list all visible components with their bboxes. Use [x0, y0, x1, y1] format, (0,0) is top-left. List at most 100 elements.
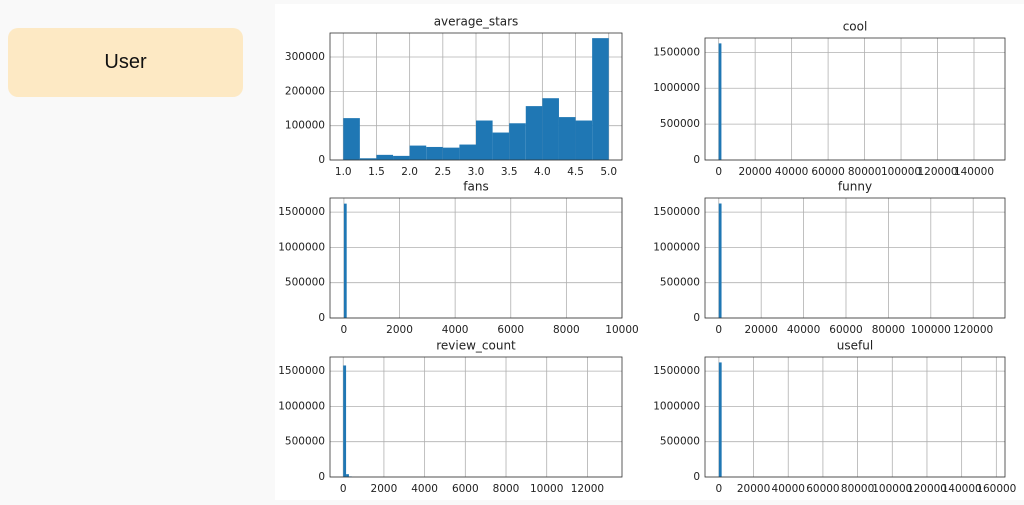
x-tick-label: 4000 [442, 324, 469, 336]
bar [346, 474, 349, 477]
y-tick-label: 200000 [285, 85, 325, 97]
x-tick-label: 40000 [772, 483, 805, 495]
x-tick-label: 80000 [848, 166, 881, 178]
plot-frame [704, 356, 1006, 478]
bar [343, 118, 360, 160]
x-tick-label: 1.5 [368, 166, 385, 178]
bar [343, 203, 347, 318]
x-tick-label: 40000 [787, 324, 820, 336]
bar [542, 98, 559, 160]
bar [509, 123, 526, 160]
x-tick-label: 100000 [872, 483, 912, 495]
x-tick-label: 8000 [493, 483, 520, 495]
bar [492, 132, 510, 160]
plot-frame [329, 197, 623, 319]
x-tick-label: 0 [340, 483, 347, 495]
bar [525, 106, 543, 160]
x-tick-label: 3.0 [468, 166, 485, 178]
x-tick-label: 8000 [553, 324, 580, 336]
y-tick-label: 1000000 [653, 400, 700, 412]
x-tick-label: 2.5 [434, 166, 451, 178]
plot-frame [329, 356, 623, 478]
bar [343, 365, 347, 477]
y-tick-label: 100000 [285, 120, 325, 132]
x-tick-label: 120000 [953, 324, 993, 336]
y-tick-label: 500000 [660, 277, 700, 289]
x-tick-label: 6000 [497, 324, 524, 336]
x-tick-label: 20000 [738, 166, 771, 178]
x-tick-label: 40000 [775, 166, 808, 178]
y-tick-label: 1500000 [278, 206, 325, 218]
x-tick-label: 20000 [737, 483, 770, 495]
y-tick-label: 300000 [285, 51, 325, 63]
x-tick-label: 5.0 [600, 166, 617, 178]
x-tick-label: 10000 [605, 324, 638, 336]
bar [558, 117, 576, 160]
bar [718, 362, 722, 477]
y-tick-label: 0 [318, 154, 325, 166]
x-tick-label: 100000 [911, 324, 951, 336]
x-tick-label: 2000 [371, 483, 398, 495]
bar [718, 203, 722, 318]
y-tick-label: 1000000 [653, 241, 700, 253]
bar [575, 120, 593, 160]
bar [592, 38, 609, 160]
x-tick-label: 120000 [907, 483, 947, 495]
y-tick-label: 0 [693, 154, 700, 166]
chart-title: useful [837, 339, 873, 353]
x-tick-label: 3.5 [501, 166, 518, 178]
bar [409, 145, 427, 160]
section-label: User [8, 28, 243, 97]
x-tick-label: 60000 [829, 324, 862, 336]
chart-title: cool [843, 20, 868, 34]
x-tick-label: 20000 [744, 324, 777, 336]
y-tick-label: 500000 [660, 436, 700, 448]
chart-title: average_stars [434, 15, 519, 29]
y-tick-label: 1500000 [653, 46, 700, 58]
x-tick-label: 10000 [530, 483, 563, 495]
x-tick-label: 0 [716, 483, 723, 495]
x-tick-label: 6000 [452, 483, 479, 495]
bar [376, 154, 394, 160]
x-tick-label: 140000 [942, 483, 982, 495]
x-tick-label: 80000 [872, 324, 905, 336]
y-tick-label: 500000 [285, 436, 325, 448]
x-tick-label: 100000 [881, 166, 921, 178]
x-tick-label: 0 [341, 324, 348, 336]
chart-title: funny [838, 180, 872, 194]
y-tick-label: 1500000 [653, 206, 700, 218]
y-tick-label: 1000000 [278, 400, 325, 412]
y-tick-label: 500000 [660, 118, 700, 130]
x-tick-label: 2.0 [401, 166, 418, 178]
x-tick-label: 0 [715, 166, 722, 178]
x-tick-label: 140000 [954, 166, 994, 178]
plot-frame [704, 197, 1006, 319]
x-tick-label: 2000 [386, 324, 413, 336]
x-tick-label: 80000 [841, 483, 874, 495]
x-tick-label: 160000 [976, 483, 1016, 495]
y-tick-label: 1500000 [278, 365, 325, 377]
bar [476, 120, 493, 160]
chart-title: fans [463, 180, 488, 194]
x-tick-label: 4.0 [534, 166, 551, 178]
x-tick-label: 12000 [571, 483, 604, 495]
chart-title: review_count [436, 339, 516, 353]
x-tick-label: 120000 [917, 166, 957, 178]
bar [393, 155, 410, 160]
y-tick-label: 1500000 [653, 365, 700, 377]
y-tick-label: 0 [318, 471, 325, 483]
plot-frame [329, 32, 623, 161]
y-tick-label: 1000000 [278, 241, 325, 253]
bar [442, 147, 460, 160]
bar [359, 158, 377, 160]
x-tick-label: 0 [715, 324, 722, 336]
y-tick-label: 500000 [285, 277, 325, 289]
y-tick-label: 0 [318, 312, 325, 324]
bar [459, 144, 476, 160]
x-tick-label: 60000 [806, 483, 839, 495]
y-tick-label: 0 [693, 312, 700, 324]
y-tick-label: 1000000 [653, 82, 700, 94]
bar [718, 43, 722, 160]
